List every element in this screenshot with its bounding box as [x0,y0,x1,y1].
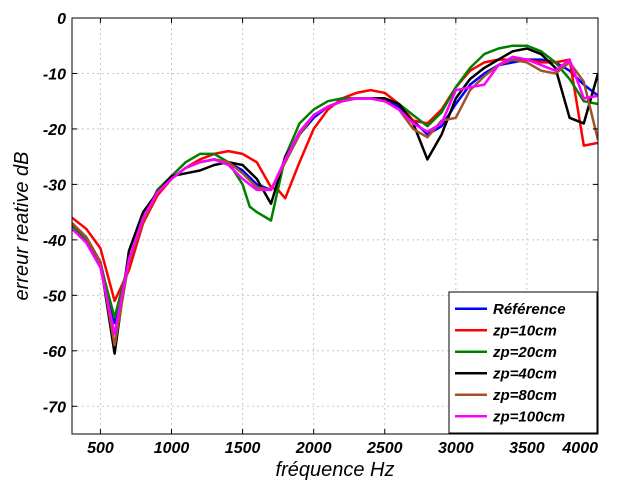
y-tick-label: -10 [43,66,66,83]
y-tick-label: -60 [43,344,66,361]
x-tick-label: 4000 [561,440,598,457]
x-tick-label: 1000 [154,440,190,457]
x-tick-label: 500 [87,440,114,457]
x-tick-label: 3500 [509,440,545,457]
plot-frame [71,17,599,435]
x-ticks: 500 1000 1500 2000 2500 3000 3500 4000 [87,18,599,457]
legend-label-0: Référence [493,301,566,318]
legend-label-2: zp=20cm [492,344,557,361]
legend-box [448,291,598,434]
legend-label-5: zp=100cm [492,408,565,425]
x-axis-title: fréquence Hz [276,459,395,481]
series-line-5 [72,55,598,336]
series-layer [72,44,598,355]
x-tick-label: 2500 [366,440,403,457]
y-tick-label: -20 [43,122,66,139]
y-axis-title: erreur reative dB [11,152,33,301]
x-tick-label: 1500 [225,440,261,457]
legend-label-3: zp=40cm [492,365,557,382]
x-tick-label: 3000 [438,440,474,457]
y-tick-label: 0 [57,11,66,28]
y-tick-label: -40 [43,233,66,250]
legend-label-1: zp=10cm [492,322,557,339]
y-tick-label: -30 [43,177,66,194]
y-tick-label: -50 [43,288,66,305]
y-ticks: 0 -10 -20 -30 -40 -50 -60 -70 [43,11,598,416]
legend-label-4: zp=80cm [492,387,557,404]
y-tick-label: -70 [43,399,66,416]
legend: Référence zp=10cm zp=20cm zp=40cm zp=80cm zp=… [448,291,598,434]
x-tick-label: 2000 [295,440,332,457]
